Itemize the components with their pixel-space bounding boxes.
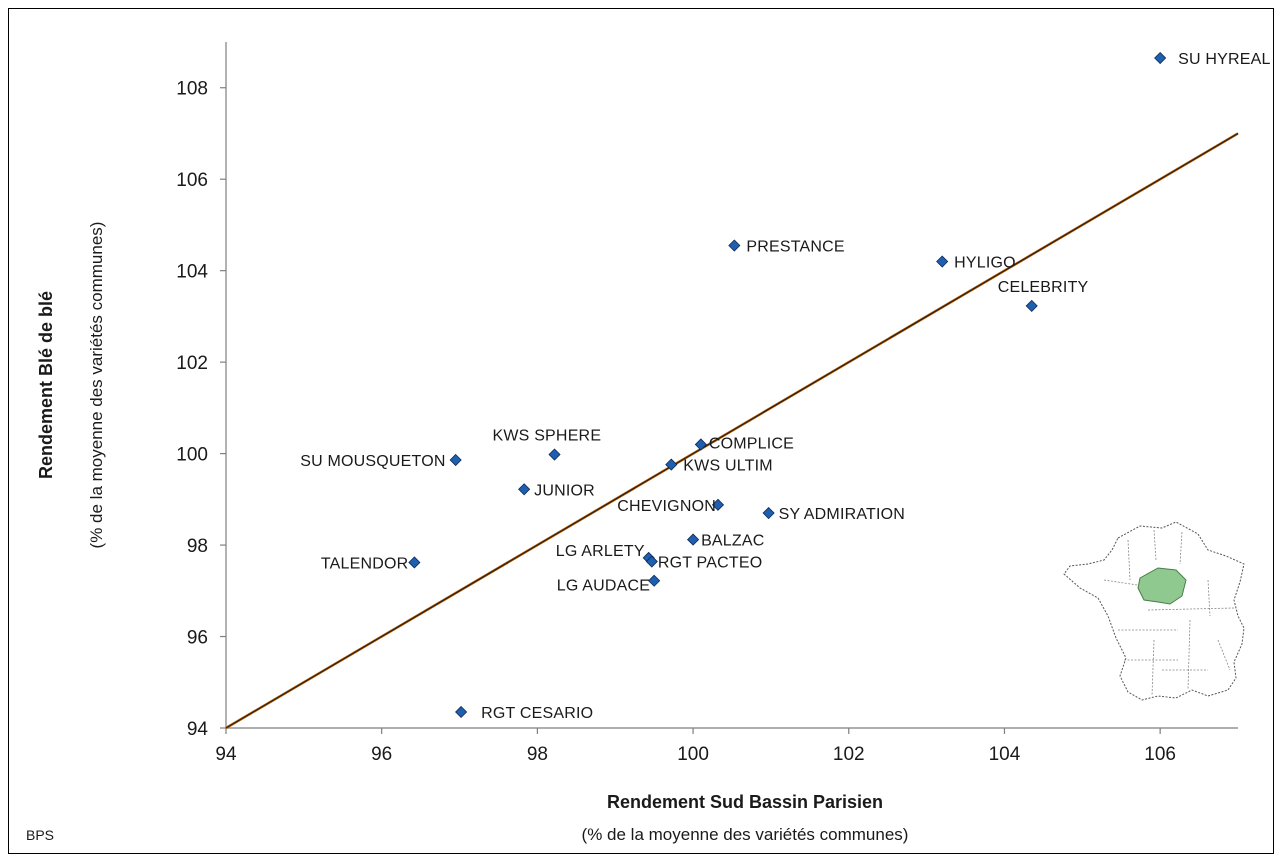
x-tick-label: 106 (1144, 744, 1176, 765)
data-point (548, 448, 561, 461)
data-point-label: HYLIGO (954, 255, 1016, 272)
chart-frame (8, 8, 1274, 854)
data-point (648, 574, 661, 587)
y-tick-label: 108 (176, 79, 208, 100)
y-tick-label: 98 (187, 536, 208, 557)
data-point (728, 239, 741, 252)
y-axis-group: 94 96 98 100 102 104 106 108 (176, 42, 227, 740)
data-point-label: RGT PACTEO (658, 555, 763, 572)
data-point (687, 533, 700, 546)
data-point (665, 458, 678, 471)
data-point-label: KWS ULTIM (683, 458, 773, 475)
data-point-label: RGT CESARIO (481, 705, 593, 722)
x-axis-subtitle: (% de la moyenne des variétés communes) (582, 825, 909, 844)
y-tick-label: 96 (187, 628, 208, 649)
x-tick-label: 104 (989, 744, 1021, 765)
data-point-label: CELEBRITY (998, 279, 1089, 296)
reference-line-core (225, 133, 1239, 729)
data-point-label: JUNIOR (534, 482, 595, 499)
data-point (1025, 299, 1038, 312)
x-tick-label: 94 (215, 744, 237, 765)
france-departments (1103, 529, 1235, 697)
france-outline (1063, 521, 1245, 701)
data-point-label: CHEVIGNON (617, 498, 716, 515)
x-tick-label: 96 (371, 744, 392, 765)
y-tick-label: 102 (176, 353, 208, 374)
data-point-label: SU HYREAL (1178, 51, 1271, 68)
x-tick-label: 102 (833, 744, 865, 765)
data-point (694, 438, 707, 451)
data-point-label: SY ADMIRATION (779, 506, 905, 523)
data-point (408, 556, 421, 569)
x-axis-group: 94 96 98 100 102 104 106 (215, 727, 1238, 765)
x-tick-label: 100 (677, 744, 709, 765)
y-tick-label: 94 (187, 719, 209, 740)
data-point-label: COMPLICE (709, 435, 794, 452)
x-tick-label: 98 (527, 744, 548, 765)
y-axis-title: Rendement Blé de blé (36, 291, 56, 479)
data-point (711, 498, 725, 511)
data-point-label: SU MOUSQUETON (300, 453, 445, 470)
data-point (1154, 51, 1167, 65)
y-axis-subtitle: (% de la moyenne des variétés communes) (87, 222, 106, 549)
data-point-label: PRESTANCE (746, 239, 844, 256)
y-tick-label: 100 (176, 445, 208, 466)
data-point (645, 555, 658, 568)
data-point-label: BALZAC (701, 533, 764, 550)
data-point (449, 453, 462, 467)
y-tick-label: 104 (176, 262, 208, 283)
y-tick-label: 106 (176, 170, 208, 191)
sud-bassin-parisien-region (1137, 567, 1187, 605)
france-map-inset (1063, 521, 1245, 701)
data-point (936, 255, 949, 268)
data-point-label: LG AUDACE (557, 578, 650, 595)
data-point (762, 506, 775, 520)
data-point (518, 483, 531, 496)
data-point-label: KWS SPHERE (493, 428, 602, 445)
data-point (455, 705, 468, 719)
footer-note: BPS (26, 827, 54, 843)
data-point-label: TALENDOR (321, 555, 409, 572)
x-axis-title: Rendement Sud Bassin Parisien (607, 792, 883, 812)
data-point-label: LG ARLETY (556, 543, 645, 560)
